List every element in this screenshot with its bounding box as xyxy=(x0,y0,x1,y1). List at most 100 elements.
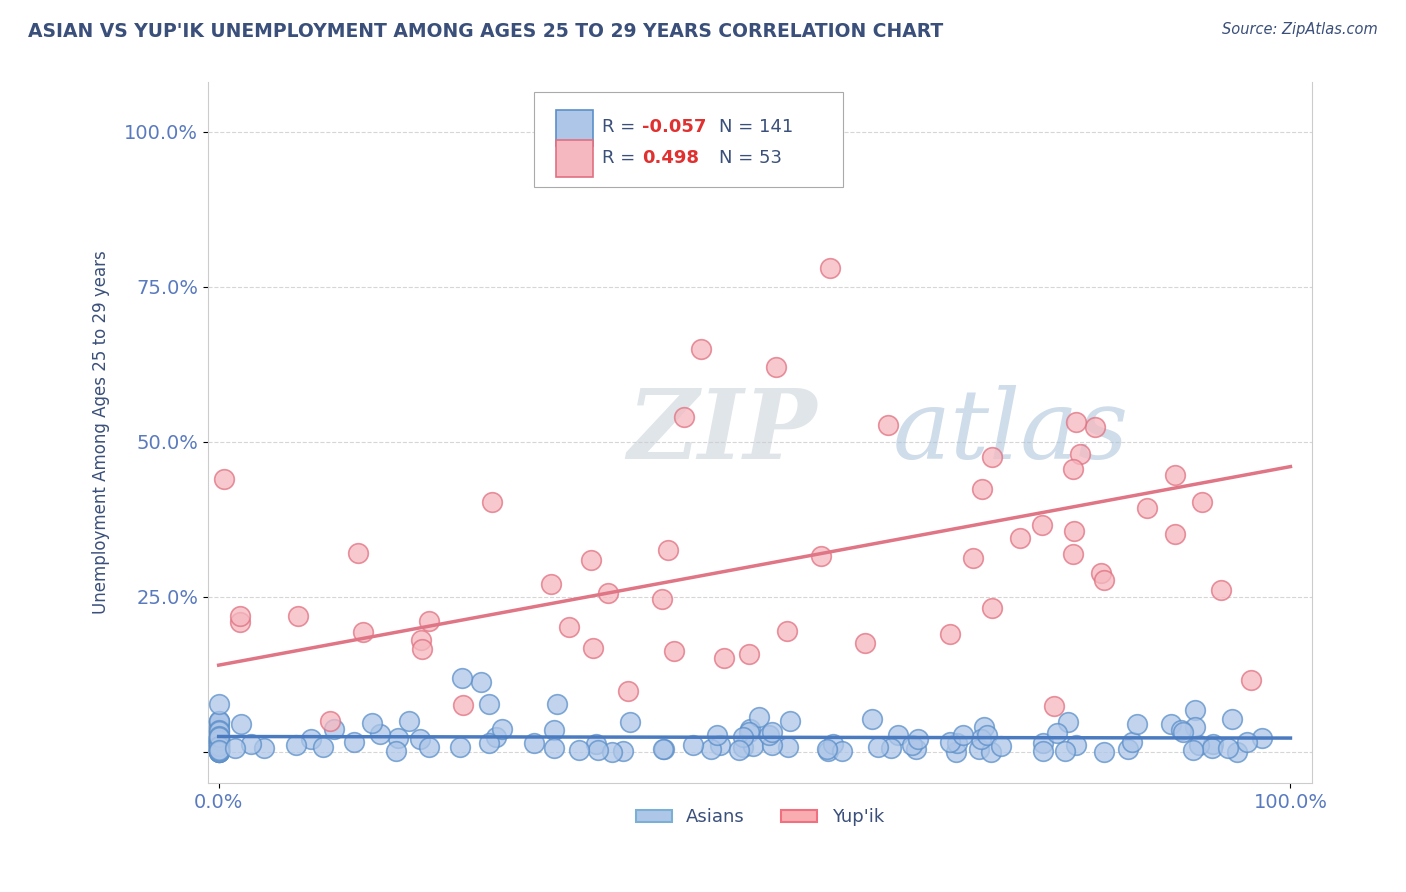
Asians xyxy=(945,745,967,759)
Yup'ik xyxy=(1031,517,1053,532)
Asians xyxy=(901,738,924,752)
Asians xyxy=(586,742,609,756)
Asians xyxy=(779,714,801,728)
Text: -0.057: -0.057 xyxy=(641,119,706,136)
Asians xyxy=(208,714,231,729)
Asians xyxy=(831,744,853,758)
Asians xyxy=(887,728,910,742)
Asians xyxy=(1202,737,1225,751)
Asians xyxy=(761,724,783,739)
Yup'ik xyxy=(810,549,832,563)
Asians xyxy=(208,737,231,751)
Text: atlas: atlas xyxy=(893,385,1129,480)
Asians xyxy=(478,736,501,750)
Asians xyxy=(976,728,998,742)
Asians xyxy=(208,735,231,749)
Asians xyxy=(208,745,231,759)
Yup'ik xyxy=(962,550,984,565)
Asians xyxy=(1064,738,1087,752)
Asians xyxy=(733,739,755,754)
Asians xyxy=(409,731,432,746)
Asians xyxy=(700,742,723,756)
Yup'ik xyxy=(616,684,638,698)
Asians xyxy=(602,745,624,759)
Asians xyxy=(1092,745,1115,759)
Asians xyxy=(208,741,231,756)
Text: ASIAN VS YUP'IK UNEMPLOYMENT AMONG AGES 25 TO 29 YEARS CORRELATION CHART: ASIAN VS YUP'IK UNEMPLOYMENT AMONG AGES … xyxy=(28,22,943,41)
Asians xyxy=(450,740,472,755)
Yup'ik xyxy=(1092,573,1115,587)
Yup'ik xyxy=(596,586,619,600)
Asians xyxy=(208,743,231,757)
Text: 0.498: 0.498 xyxy=(641,149,699,167)
Asians xyxy=(208,745,231,759)
Yup'ik xyxy=(657,542,679,557)
Asians xyxy=(208,735,231,749)
FancyBboxPatch shape xyxy=(555,110,593,146)
Asians xyxy=(543,741,565,756)
Asians xyxy=(387,731,409,746)
Yup'ik xyxy=(1064,416,1087,430)
Yup'ik xyxy=(287,609,309,624)
Asians xyxy=(568,742,591,756)
Asians xyxy=(208,726,231,740)
Yup'ik xyxy=(1191,495,1213,509)
Asians xyxy=(733,730,755,744)
Asians xyxy=(342,735,364,749)
Asians xyxy=(360,715,382,730)
Asians xyxy=(1032,736,1054,750)
Yup'ik xyxy=(818,260,841,275)
Asians xyxy=(1121,735,1143,749)
Yup'ik xyxy=(411,642,433,657)
Yup'ik xyxy=(229,608,252,623)
Yup'ik xyxy=(1063,524,1085,538)
Asians xyxy=(450,671,472,685)
Asians xyxy=(208,739,231,753)
Yup'ik xyxy=(1062,462,1084,476)
Asians xyxy=(952,728,974,742)
Asians xyxy=(868,740,890,755)
Yup'ik xyxy=(877,418,900,433)
Asians xyxy=(970,732,993,747)
Asians xyxy=(208,743,231,757)
Yup'ik xyxy=(662,644,685,658)
Asians xyxy=(418,740,440,755)
Asians xyxy=(208,735,231,749)
Asians xyxy=(706,728,728,742)
Asians xyxy=(470,674,492,689)
Asians xyxy=(208,744,231,758)
Yup'ik xyxy=(1069,447,1091,461)
Asians xyxy=(738,724,761,739)
Asians xyxy=(208,735,231,749)
Asians xyxy=(208,732,231,747)
Asians xyxy=(1188,738,1211,752)
Asians xyxy=(546,697,568,711)
Asians xyxy=(208,739,231,754)
Asians xyxy=(1216,740,1239,755)
Asians xyxy=(208,730,231,744)
Asians xyxy=(523,735,546,749)
Asians xyxy=(208,734,231,748)
Asians xyxy=(368,727,391,741)
Yup'ik xyxy=(540,577,562,591)
Text: R =: R = xyxy=(602,149,641,167)
Yup'ik xyxy=(776,624,799,639)
Yup'ik xyxy=(970,482,993,496)
Asians xyxy=(485,731,508,745)
Asians xyxy=(990,739,1012,754)
Asians xyxy=(208,731,231,745)
Asians xyxy=(208,739,231,753)
Asians xyxy=(1160,716,1182,731)
Asians xyxy=(224,741,246,756)
Asians xyxy=(879,740,901,755)
Yup'ik xyxy=(1090,566,1112,581)
Text: ZIP: ZIP xyxy=(627,385,817,480)
Asians xyxy=(543,723,565,737)
Asians xyxy=(312,740,335,755)
Yup'ik xyxy=(229,615,252,630)
Asians xyxy=(285,738,308,752)
Asians xyxy=(208,745,231,759)
Asians xyxy=(1116,741,1139,756)
Y-axis label: Unemployment Among Ages 25 to 29 years: Unemployment Among Ages 25 to 29 years xyxy=(93,251,110,615)
Yup'ik xyxy=(765,360,787,375)
